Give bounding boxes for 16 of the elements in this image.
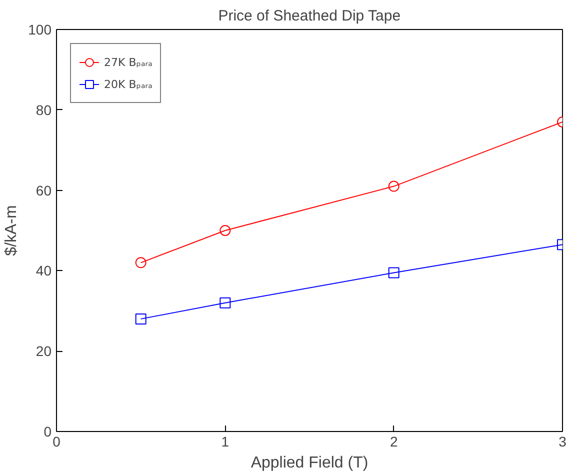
y-tick-label: 40 (36, 262, 52, 279)
y-tick-label: 100 (28, 22, 52, 38)
legend-label: 27K Bₚₐᵣₐ (104, 56, 152, 68)
point (135, 313, 146, 324)
x-tick-label: 1 (221, 434, 230, 450)
y-tick-label: 0 (44, 424, 52, 440)
y-axis-title: $/kA-m (3, 205, 20, 256)
x-axis-title: Applied Field (T) (250, 454, 368, 472)
y-tick-label: 60 (36, 182, 52, 198)
point (135, 257, 146, 268)
y-tick-label: 80 (36, 102, 52, 118)
y-tick-label: 20 (36, 343, 52, 360)
x-tick-label: 2 (390, 434, 398, 450)
x-tick-label: 3 (558, 434, 567, 450)
chart-title: Price of Sheathed Dip Tape (218, 8, 401, 24)
legend-label: 20K Bₚₐᵣₐ (104, 78, 152, 90)
